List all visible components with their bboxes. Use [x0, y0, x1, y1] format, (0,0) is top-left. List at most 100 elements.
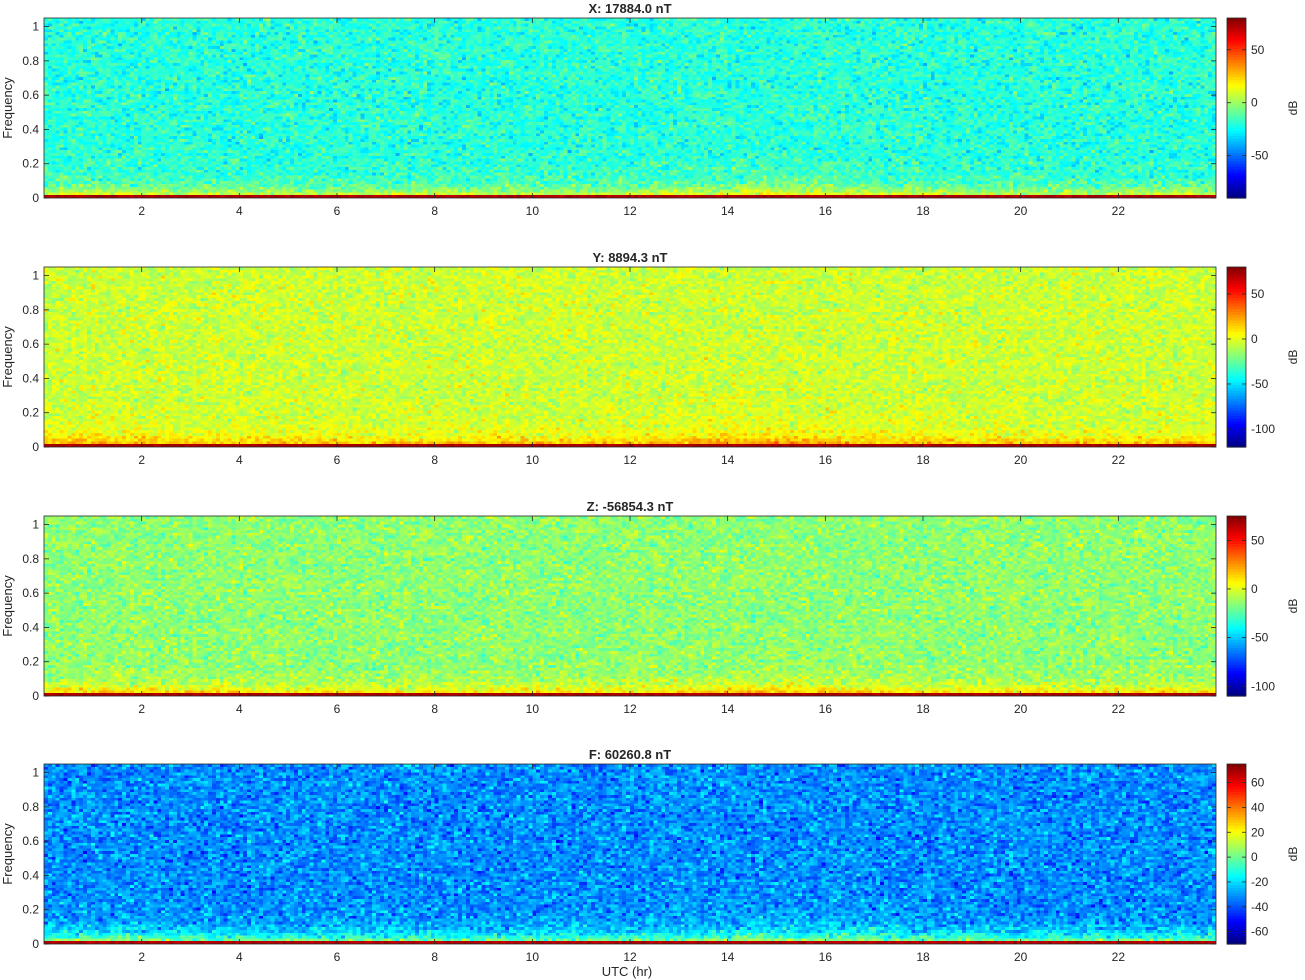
- y-tick-label: 0.4: [22, 868, 39, 882]
- colorbar-segment: [1227, 842, 1246, 847]
- x-tick-label: 10: [526, 204, 540, 218]
- colorbar-segment: [1227, 608, 1246, 613]
- colorbar-segment: [1227, 873, 1246, 878]
- colorbar-segment: [1227, 18, 1246, 22]
- spectrogram-heatmap: [44, 516, 1216, 696]
- colorbar-segment: [1227, 676, 1246, 680]
- colorbar-segment: [1227, 351, 1246, 355]
- y-tick-label: 0: [32, 191, 39, 205]
- colorbar-label: dB: [1286, 101, 1300, 116]
- colorbar-segment: [1227, 535, 1246, 540]
- colorbar-segment: [1227, 96, 1246, 101]
- colorbar-segment: [1227, 687, 1246, 691]
- y-tick-label: 0.2: [22, 406, 39, 420]
- colorbar-segment: [1227, 772, 1246, 776]
- colorbar-segment: [1227, 119, 1246, 123]
- colorbar-segment: [1227, 828, 1246, 833]
- x-tick-label: 16: [819, 453, 833, 467]
- colorbar-segment: [1227, 46, 1246, 50]
- x-tick-label: 16: [819, 950, 833, 964]
- colorbar-segment: [1227, 195, 1246, 199]
- x-tick-label: 6: [334, 950, 341, 964]
- colorbar-segment: [1227, 541, 1246, 545]
- spectrogram-heatmap: [44, 267, 1216, 447]
- colorbar-segment: [1227, 620, 1246, 624]
- y-tick-label: 1: [32, 20, 39, 34]
- colorbar-segment: [1227, 169, 1246, 174]
- colorbar-segment: [1227, 882, 1246, 886]
- colorbar-segment: [1227, 345, 1246, 350]
- colorbar-segment: [1227, 527, 1246, 531]
- x-tick-label: 14: [721, 702, 735, 716]
- colorbar-segment: [1227, 899, 1246, 903]
- colorbar-segment: [1227, 269, 1246, 274]
- colorbar-segment: [1227, 85, 1246, 89]
- y-axis-label: Frequency: [0, 326, 15, 388]
- colorbar-segment: [1227, 642, 1246, 646]
- y-tick-label: 0.8: [22, 800, 39, 814]
- colorbar-segment: [1227, 108, 1246, 112]
- panel-title: Z: -56854.3 nT: [587, 499, 674, 514]
- colorbar-segment: [1227, 181, 1246, 185]
- colorbar-segment: [1227, 656, 1246, 661]
- colorbar-segment: [1227, 421, 1246, 426]
- colorbar-segment: [1227, 603, 1246, 607]
- x-tick-label: 20: [1014, 453, 1028, 467]
- y-tick-label: 0.2: [22, 903, 39, 917]
- colorbar-tick-label: 50: [1251, 533, 1265, 547]
- colorbar-segment: [1227, 913, 1246, 917]
- colorbar-segment: [1227, 342, 1246, 347]
- colorbar-segment: [1227, 60, 1246, 64]
- colorbar-segment: [1227, 441, 1246, 445]
- colorbar-segment: [1227, 665, 1246, 669]
- x-tick-label: 22: [1112, 453, 1126, 467]
- colorbar-segment: [1227, 904, 1246, 909]
- colorbar-segment: [1227, 186, 1246, 191]
- colorbar-segment: [1227, 43, 1246, 47]
- colorbar-segment: [1227, 856, 1246, 861]
- x-tick-label: 2: [138, 950, 145, 964]
- colorbar-segment: [1227, 382, 1246, 386]
- colorbar-segment: [1227, 175, 1246, 179]
- colorbar-segment: [1227, 929, 1246, 934]
- colorbar-segment: [1227, 837, 1246, 841]
- colorbar-segment: [1227, 362, 1246, 367]
- colorbar-segment: [1227, 778, 1246, 782]
- colorbar-segment: [1227, 549, 1246, 554]
- colorbar-segment: [1227, 359, 1246, 364]
- y-tick-label: 1: [32, 518, 39, 532]
- colorbar-tick-label: -50: [1251, 631, 1269, 645]
- x-tick-label: 18: [916, 702, 930, 716]
- x-tick-label: 4: [236, 204, 243, 218]
- y-tick-label: 0: [32, 440, 39, 454]
- spectrogram-panel-4: 2 4 6 8 10 12 14 16 18 20 22 0 0.2 0.4 0.6 0.8 1 F: 60260…: [0, 747, 1300, 964]
- colorbar-segment: [1227, 611, 1246, 616]
- colorbar-segment: [1227, 127, 1246, 132]
- colorbar-segment: [1227, 670, 1246, 675]
- colorbar-segment: [1227, 430, 1246, 434]
- colorbar-segment: [1227, 365, 1246, 369]
- colorbar-segment: [1227, 88, 1246, 92]
- spectrogram-heatmap: [44, 764, 1216, 944]
- x-tick-label: 14: [721, 950, 735, 964]
- colorbar-segment: [1227, 354, 1246, 358]
- colorbar-segment: [1227, 292, 1246, 296]
- colorbar-segment: [1227, 105, 1246, 109]
- colorbar-segment: [1227, 589, 1246, 593]
- colorbar-segment: [1227, 645, 1246, 649]
- colorbar-tick-label: 50: [1251, 43, 1265, 57]
- colorbar-segment: [1227, 54, 1246, 58]
- colorbar-tick-label: 60: [1251, 776, 1265, 790]
- colorbar-segment: [1227, 591, 1246, 596]
- colorbar-segment: [1227, 659, 1246, 663]
- panel-title: F: 60260.8 nT: [589, 747, 671, 762]
- colorbar-segment: [1227, 444, 1246, 448]
- colorbar-segment: [1227, 373, 1246, 378]
- y-axis-label: Frequency: [0, 77, 15, 139]
- x-tick-label: 8: [431, 702, 438, 716]
- colorbar-segment: [1227, 879, 1246, 883]
- colorbar-tick-label: 40: [1251, 800, 1265, 814]
- colorbar-tick-label: -40: [1251, 900, 1269, 914]
- x-tick-label: 20: [1014, 950, 1028, 964]
- colorbar-segment: [1227, 323, 1246, 327]
